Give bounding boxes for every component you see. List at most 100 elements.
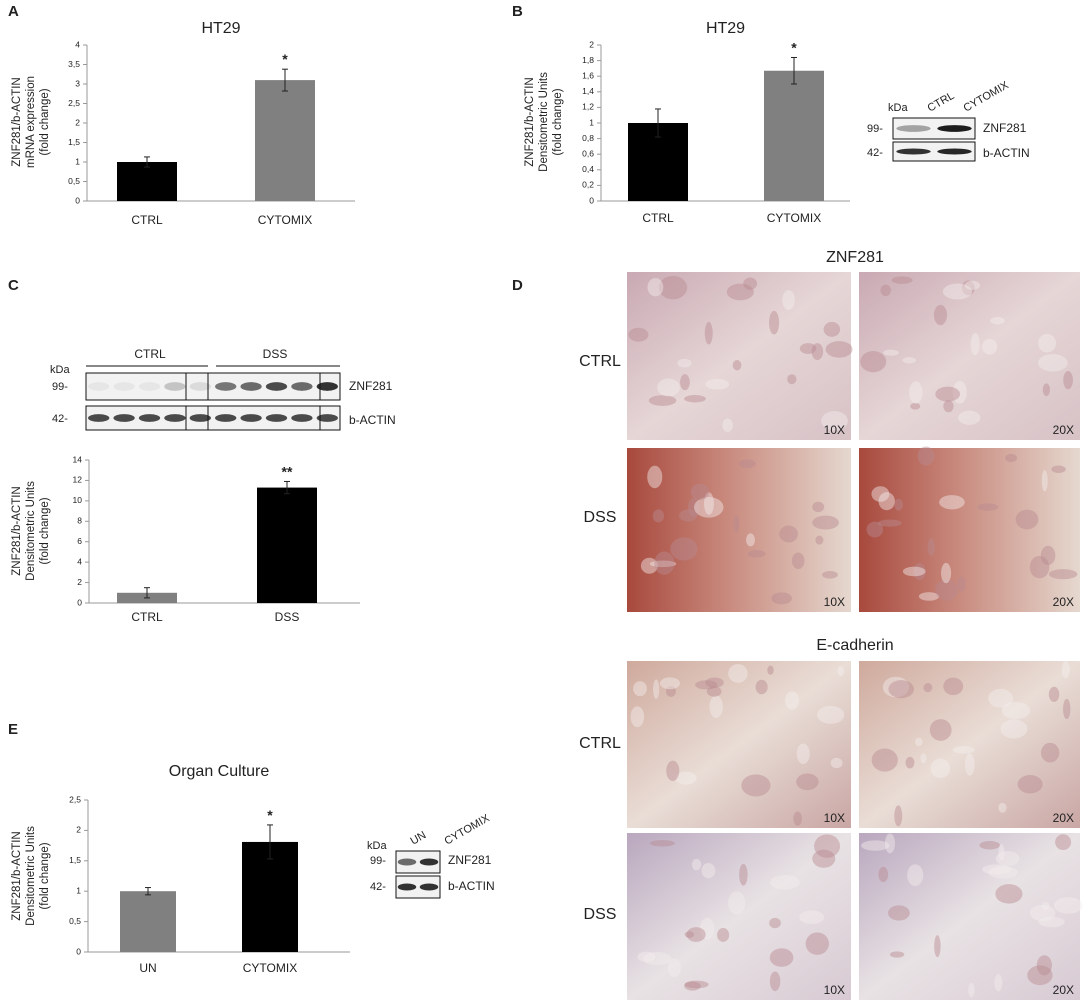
tissue-texture [958, 410, 981, 425]
tissue-texture [628, 327, 649, 342]
y-tick-label: 0 [589, 195, 594, 205]
tissue-texture [970, 332, 980, 356]
y-tick-label: 2 [589, 39, 594, 49]
tissue-texture [1048, 686, 1060, 702]
magnification: 10X [824, 983, 845, 997]
tissue-texture [771, 592, 792, 605]
tissue-texture [917, 446, 935, 466]
tissue-texture [728, 891, 746, 915]
y-tick-label: 2,5 [68, 98, 80, 108]
tissue-texture [791, 552, 805, 570]
tissue-texture [861, 840, 890, 851]
tissue-texture [930, 758, 951, 779]
y-axis-label: (fold change) [39, 842, 51, 909]
band [896, 125, 931, 132]
lane-label: CTRL [926, 90, 957, 115]
tissue-texture [738, 459, 756, 469]
tissue-texture [889, 951, 905, 958]
marker: 99- [867, 123, 883, 135]
tissue-texture [769, 948, 794, 967]
tissue-texture [779, 525, 798, 543]
y-axis-label: (fold change) [39, 88, 51, 155]
x-tick-label: CYTOMIX [767, 211, 821, 225]
tissue-texture [825, 341, 853, 358]
tissue-texture [943, 677, 964, 696]
tissue-texture [812, 501, 825, 513]
micrograph [859, 661, 1080, 828]
y-tick-label: 1,4 [582, 86, 594, 96]
tissue-texture [894, 498, 903, 511]
band [138, 414, 161, 422]
band [397, 883, 417, 891]
tissue-texture [1063, 371, 1073, 390]
tissue-texture [1038, 333, 1057, 353]
tissue-texture [920, 753, 927, 764]
row-label: CTRL [579, 353, 621, 370]
tissue-texture [882, 349, 899, 356]
blot-frame [395, 875, 441, 899]
tissue-texture [684, 981, 701, 991]
significance: * [791, 39, 797, 55]
x-tick-label: CTRL [131, 610, 163, 624]
tissue-texture [935, 579, 958, 601]
tissue-texture [755, 679, 768, 695]
tissue-texture [939, 495, 965, 510]
tissue-texture [1000, 719, 1028, 739]
tissue-texture [909, 381, 923, 404]
band [316, 414, 338, 422]
tissue-texture [1055, 834, 1072, 851]
marker: 99- [52, 381, 68, 393]
significance: * [282, 51, 288, 67]
tissue-texture [746, 533, 755, 547]
chart-title: HT29 [201, 20, 240, 37]
tissue-texture [814, 834, 841, 858]
tissue-texture [726, 283, 754, 301]
tissue-texture [799, 910, 825, 925]
tissue-texture [667, 958, 681, 978]
marker: 42- [52, 413, 68, 425]
band [291, 382, 313, 391]
section-title: ZNF281 [826, 249, 884, 266]
tissue-texture [934, 935, 941, 958]
tissue-texture [680, 374, 690, 391]
tissue-texture [902, 566, 926, 577]
tissue-texture [732, 360, 742, 371]
tissue-texture [653, 679, 660, 699]
y-tick-label: 0,8 [582, 133, 594, 143]
row-label: DSS [584, 509, 617, 526]
panel-label: E [8, 721, 18, 738]
tissue-texture [923, 683, 933, 693]
band [240, 382, 262, 391]
band [937, 148, 972, 155]
tissue-texture [679, 509, 698, 522]
magnification: 10X [824, 595, 845, 609]
panel-label: A [8, 3, 19, 20]
tissue-texture [782, 290, 795, 310]
tissue-texture [907, 864, 924, 887]
y-axis-label: ZNF281/b-ACTIN [524, 77, 536, 166]
tissue-texture [1051, 465, 1066, 473]
tissue-texture [706, 686, 722, 697]
band [189, 382, 211, 391]
tissue-texture [658, 275, 688, 300]
tissue-texture [998, 844, 1005, 861]
magnification: 20X [1053, 983, 1074, 997]
tissue-texture [700, 917, 715, 940]
kda: kDa [888, 102, 908, 114]
band-label: ZNF281 [448, 853, 492, 867]
tissue-texture [964, 280, 981, 291]
tissue-texture [957, 576, 966, 592]
tissue-texture [1015, 509, 1039, 530]
band [265, 382, 288, 391]
band-label: ZNF281 [349, 379, 393, 393]
tissue-texture [787, 374, 797, 385]
tissue-texture [691, 858, 702, 871]
tissue-texture [657, 378, 680, 397]
tissue-texture [686, 927, 706, 942]
marker: 42- [370, 881, 386, 893]
tissue-texture [902, 357, 917, 364]
y-tick-label: 1 [75, 156, 80, 166]
magnification: 10X [824, 811, 845, 825]
magnification: 20X [1053, 595, 1074, 609]
